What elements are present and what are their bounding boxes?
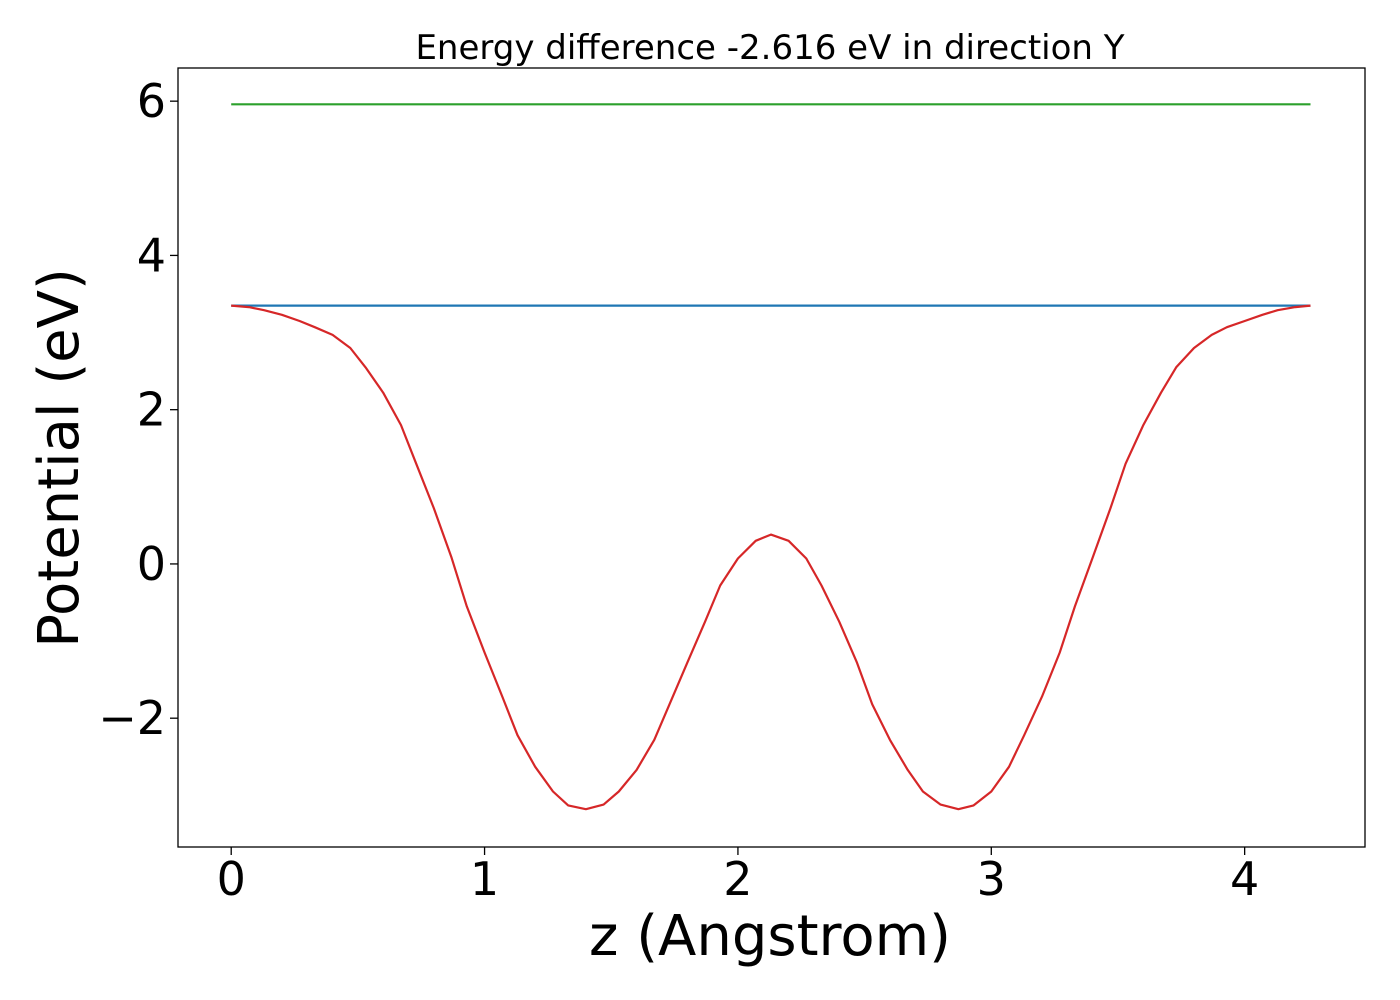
y-ticks: −2 0 2 4 6 [98, 74, 178, 745]
x-tick-label: 1 [470, 852, 499, 906]
y-axis-label: Potential (eV) [27, 268, 92, 648]
y-tick-label: 6 [137, 74, 166, 128]
plot-frame [177, 67, 1366, 848]
x-tick-label: 0 [217, 852, 246, 906]
x-tick-label: 2 [723, 852, 752, 906]
y-tick-label: 0 [137, 537, 166, 591]
series-layer [231, 103, 1311, 811]
y-tick-label: 4 [137, 228, 166, 282]
x-tick-label: 3 [977, 852, 1006, 906]
x-ticks: 0 1 2 3 4 [217, 847, 1259, 906]
y-tick-label: −2 [98, 691, 166, 745]
chart-title: Energy difference -2.616 eV in direction… [415, 28, 1124, 68]
x-axis-label: z (Angstrom) [589, 904, 951, 969]
x-tick-label: 4 [1230, 852, 1259, 906]
series-line-3 [231, 304, 1311, 811]
y-tick-label: 2 [137, 383, 166, 437]
